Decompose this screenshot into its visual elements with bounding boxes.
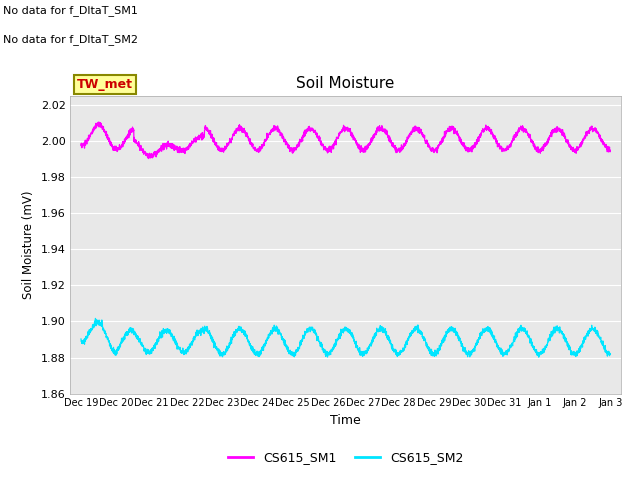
- CS615_SM2: [303, 326, 311, 332]
- Title: Soil Moisture: Soil Moisture: [296, 76, 395, 91]
- CS615_SM2: [169, 334, 177, 339]
- CS615_SM1: [303, 126, 311, 132]
- Y-axis label: Soil Moisture (mV): Soil Moisture (mV): [22, 191, 35, 299]
- CS615_SM2: [138, 342, 145, 348]
- Line: CS615_SM2: CS615_SM2: [81, 318, 610, 357]
- CS615_SM1: [280, 137, 288, 143]
- CS615_SM1: [540, 145, 547, 151]
- X-axis label: Time: Time: [330, 414, 361, 427]
- Text: TW_met: TW_met: [77, 78, 133, 91]
- CS615_SM2: [280, 336, 288, 342]
- CS615_SM1: [145, 156, 152, 161]
- CS615_SM2: [540, 349, 547, 355]
- CS615_SM1: [606, 147, 614, 153]
- CS615_SM2: [606, 350, 614, 356]
- CS615_SM1: [77, 141, 85, 147]
- Line: CS615_SM1: CS615_SM1: [81, 122, 610, 158]
- CS615_SM2: [596, 336, 604, 342]
- CS615_SM2: [77, 336, 85, 342]
- CS615_SM1: [95, 119, 102, 125]
- CS615_SM2: [92, 315, 99, 321]
- Text: No data for f_DltaT_SM2: No data for f_DltaT_SM2: [3, 34, 138, 45]
- Text: No data for f_DltaT_SM1: No data for f_DltaT_SM1: [3, 5, 138, 16]
- CS615_SM1: [169, 146, 177, 152]
- CS615_SM2: [535, 354, 543, 360]
- CS615_SM1: [138, 148, 145, 154]
- Legend: CS615_SM1, CS615_SM2: CS615_SM1, CS615_SM2: [223, 446, 468, 469]
- CS615_SM1: [596, 132, 604, 138]
